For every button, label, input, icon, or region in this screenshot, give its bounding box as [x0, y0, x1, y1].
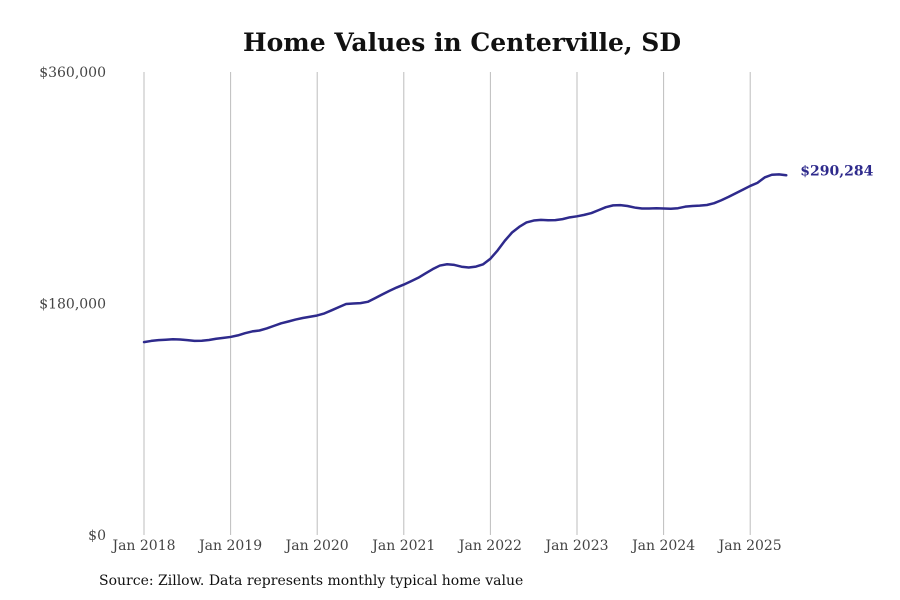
gridlines: [143, 72, 751, 535]
x-tick-label: Jan 2020: [284, 538, 349, 554]
series-layer: $290,284: [142, 163, 874, 344]
chart-title: Home Values in Centerville, SD: [242, 28, 682, 57]
y-tick-label: $0: [88, 528, 106, 544]
x-tick-label: Jan 2019: [197, 538, 262, 554]
x-axis: Jan 2018 Jan 2019 Jan 2020 Jan 2021 Jan 2022…: [110, 538, 781, 554]
x-tick-label: Jan 2021: [370, 538, 435, 554]
x-tick-label: Jan 2022: [457, 538, 522, 554]
x-tick-label: Jan 2018: [110, 538, 175, 554]
y-axis: $0 $180,000 $360,000: [39, 65, 106, 544]
y-tick-label: $360,000: [39, 65, 106, 81]
x-tick-label: Jan 2023: [543, 538, 608, 554]
x-tick-label: Jan 2025: [717, 538, 782, 554]
x-tick-label: Jan 2024: [630, 538, 695, 554]
end-value-label: $290,284: [800, 163, 873, 179]
y-tick-label: $180,000: [39, 297, 106, 313]
series-line-home-value: [142, 173, 788, 344]
source-note: Source: Zillow. Data represents monthly …: [99, 573, 524, 589]
